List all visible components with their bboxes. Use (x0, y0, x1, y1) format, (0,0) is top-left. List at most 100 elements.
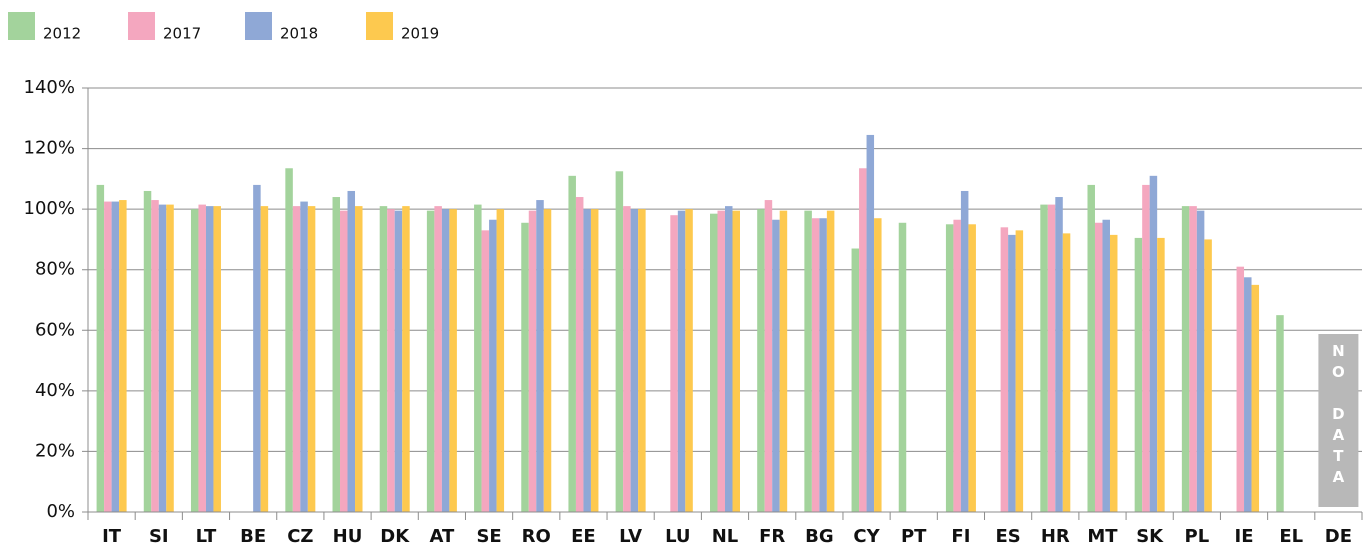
y-tick-label: 140% (24, 77, 75, 98)
bar (1109, 234, 1118, 512)
bar (536, 200, 544, 513)
legend-swatch (245, 12, 272, 40)
bar (725, 206, 733, 512)
bar (590, 209, 599, 512)
y-tick-label: 120% (24, 138, 75, 159)
x-tick-label: PL (1185, 526, 1210, 547)
x-tick-label: ES (995, 526, 1020, 547)
bar (426, 210, 435, 512)
bar (489, 219, 497, 512)
bar (1000, 227, 1009, 513)
bar (1236, 266, 1245, 512)
bar (307, 206, 316, 512)
x-tick-label: LV (619, 526, 642, 547)
bar (819, 218, 827, 512)
x-tick-label: SK (1136, 526, 1164, 547)
x-tick-label: EL (1279, 526, 1303, 547)
legend-label: 2012 (43, 25, 81, 43)
bar (717, 210, 725, 512)
bar (945, 224, 954, 513)
bar (866, 134, 875, 512)
bar (347, 190, 356, 512)
x-tick-label: DE (1325, 526, 1352, 547)
bar (898, 222, 907, 512)
legend-swatch (8, 12, 35, 40)
bar (292, 206, 301, 512)
bar (677, 210, 686, 512)
bar (111, 201, 120, 513)
bar (960, 190, 969, 512)
bar (481, 230, 490, 513)
bar (772, 219, 780, 512)
bar (732, 210, 740, 512)
bar (253, 184, 261, 512)
bar (119, 200, 127, 513)
bar (143, 190, 152, 512)
bar (441, 209, 450, 512)
bar (1087, 184, 1095, 512)
x-tick-label: FI (951, 526, 970, 547)
x-tick-label: HU (333, 526, 363, 547)
bar (104, 201, 112, 513)
bar (953, 219, 961, 512)
x-tick-label: MT (1087, 526, 1118, 547)
bar (1276, 315, 1284, 512)
bar (968, 224, 976, 513)
x-tick-label: NL (712, 526, 739, 547)
x-tick-label: IT (102, 526, 122, 547)
y-tick-label: 40% (35, 380, 75, 401)
bar (379, 206, 388, 512)
x-tick-label: IE (1235, 526, 1254, 547)
bar (804, 210, 812, 512)
x-tick-label: BG (805, 526, 834, 547)
x-tick-label: LU (665, 526, 690, 547)
bar (434, 206, 442, 512)
bar (205, 206, 214, 512)
bar (826, 210, 835, 512)
x-tick-label: CY (853, 526, 880, 547)
bar (583, 209, 591, 512)
bar (779, 210, 788, 512)
bar (332, 197, 341, 512)
bar (355, 206, 363, 512)
bar (811, 218, 820, 512)
legend-label: 2018 (280, 25, 318, 43)
bar (568, 175, 576, 513)
bar (1055, 197, 1063, 512)
x-tick-label: SE (476, 526, 501, 547)
bar (1015, 230, 1024, 513)
bar (198, 204, 206, 512)
bar (166, 204, 174, 512)
bar (859, 168, 867, 512)
bar (158, 204, 167, 512)
x-tick-label: RO (522, 526, 551, 547)
bar (1181, 206, 1190, 512)
no-data-box (1318, 334, 1359, 507)
bar (213, 206, 221, 512)
bar (96, 184, 105, 512)
bar (260, 206, 269, 512)
x-tick-label: HR (1041, 526, 1070, 547)
y-tick-label: 20% (35, 440, 75, 461)
bar (638, 209, 646, 512)
bar (1134, 237, 1143, 512)
bar (1189, 206, 1197, 512)
bar (521, 222, 529, 512)
bar (1196, 210, 1205, 512)
x-tick-label: PT (901, 526, 927, 547)
bar (670, 215, 678, 512)
legend-swatch (128, 12, 155, 40)
bar (1047, 204, 1056, 512)
bar (340, 210, 348, 512)
legend-label: 2017 (163, 25, 201, 43)
x-tick-label: CZ (287, 526, 313, 547)
bar (402, 206, 410, 512)
x-tick-label: LT (196, 526, 217, 547)
bar (615, 171, 624, 513)
legend-label: 2019 (401, 25, 439, 43)
x-tick-label: FR (759, 526, 785, 547)
bar (285, 168, 293, 512)
bar (1142, 184, 1150, 512)
no-data-label: NO DATA (1329, 342, 1347, 489)
bar (1244, 277, 1252, 512)
